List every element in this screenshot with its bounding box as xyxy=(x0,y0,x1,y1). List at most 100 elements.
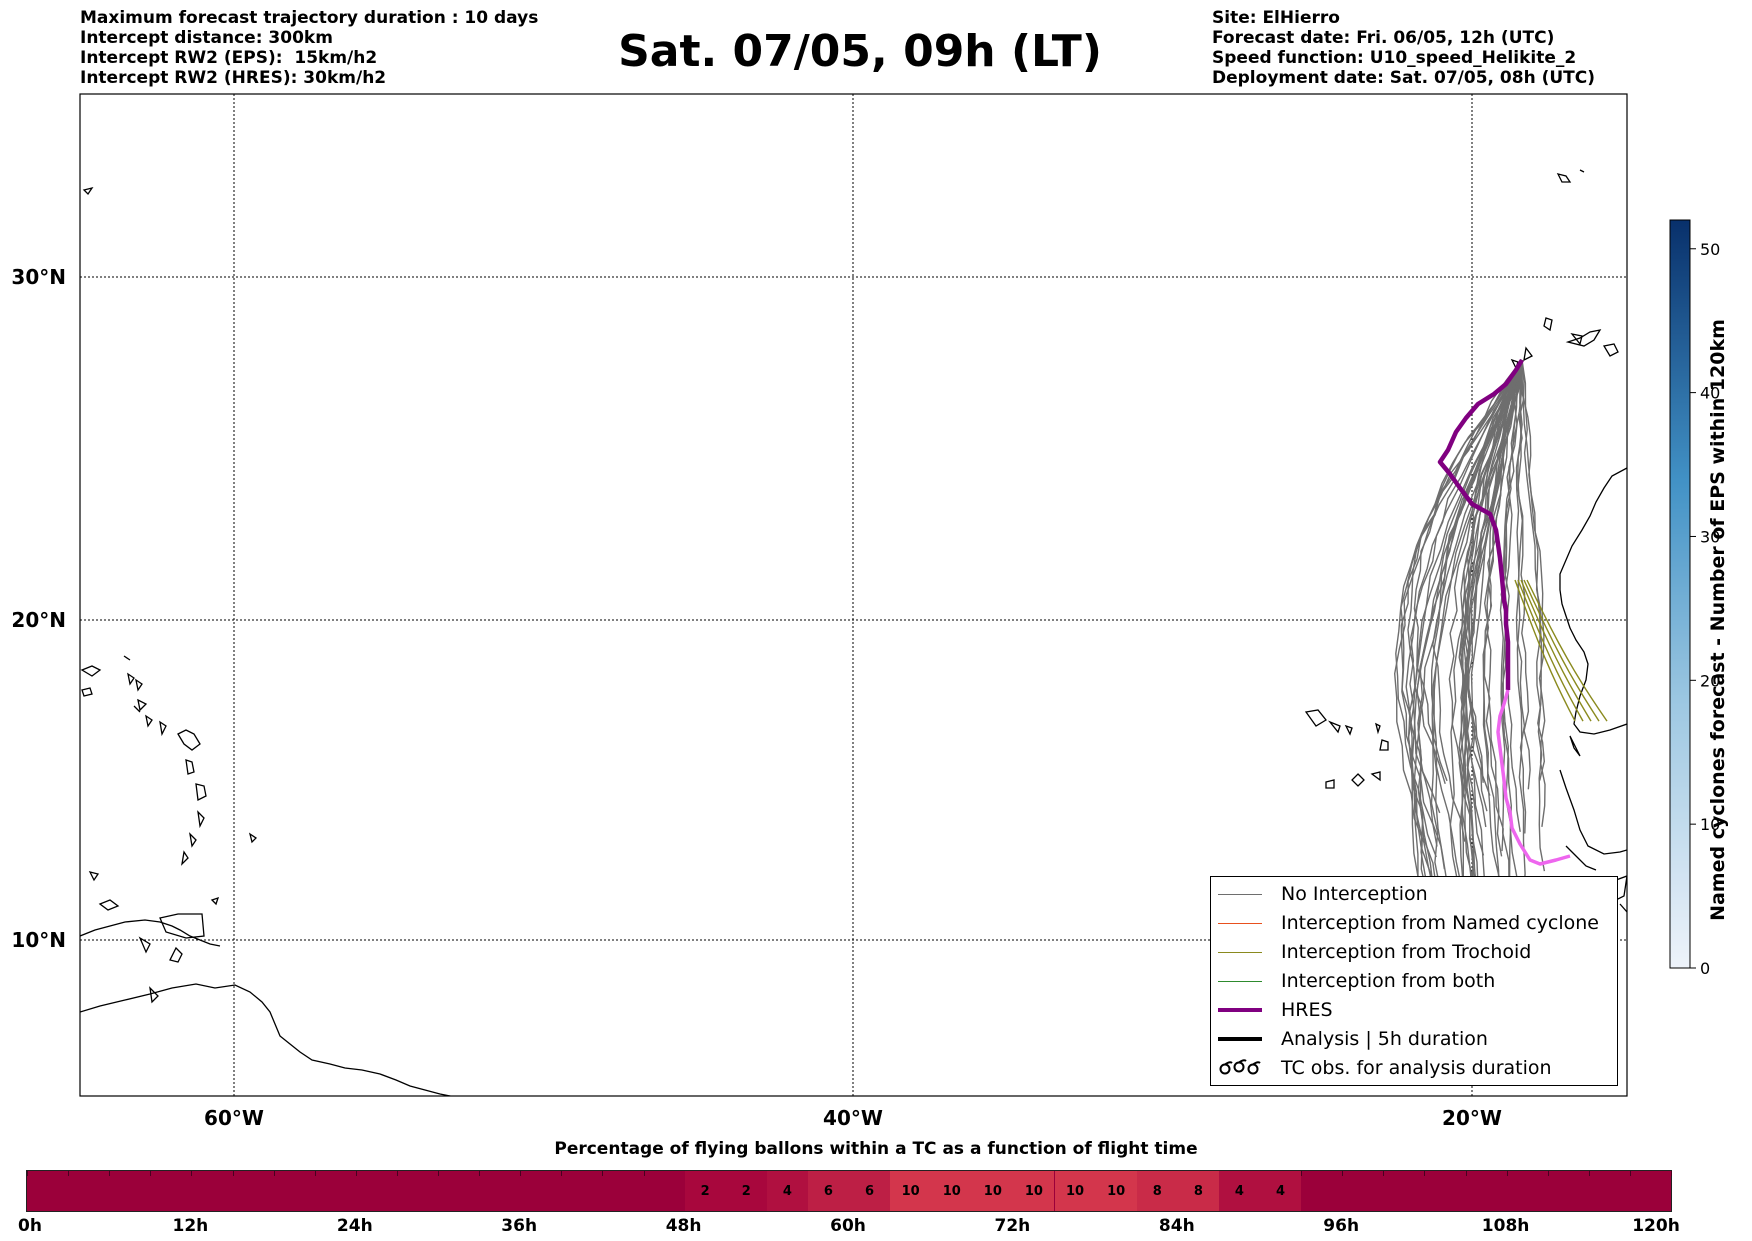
timeline-cell: 4 xyxy=(766,1171,808,1211)
eps-trajectory xyxy=(1521,360,1546,781)
forecast-parameters: Maximum forecast trajectory duration : 1… xyxy=(80,8,538,88)
colorbar-tick-label: 10 xyxy=(1700,815,1720,834)
timeline-cell: 10 xyxy=(1013,1171,1055,1211)
eps-trajectory xyxy=(1463,359,1523,812)
forecast-date: Forecast date: Fri. 06/05, 12h (UTC) xyxy=(1212,28,1555,48)
timeline-cell: 10 xyxy=(972,1171,1014,1211)
timeline-tick xyxy=(643,1171,645,1176)
lat-label-30: 30°N xyxy=(11,265,66,289)
timeline-hour-label: 0h xyxy=(18,1216,42,1236)
timeline-tick xyxy=(479,1171,481,1176)
timeline-tick xyxy=(396,1171,398,1176)
venezuela-coast xyxy=(80,919,221,947)
hres-trajectory-late xyxy=(1496,689,1571,866)
timeline-hour-label: 36h xyxy=(501,1216,538,1236)
legend-item-named-cyclone: Interception from Named cyclone xyxy=(1211,910,1599,936)
timeline-cell: 8 xyxy=(1177,1171,1219,1211)
legend-item-hres: HRES xyxy=(1211,997,1333,1023)
colorbar-label: Named cyclones forecast - Number of EPS … xyxy=(1707,319,1729,921)
eps-trajectory xyxy=(1517,359,1531,790)
eps-trajectory xyxy=(1485,359,1523,852)
timeline-tick xyxy=(1506,1171,1508,1176)
timeline-cell: 10 xyxy=(1095,1171,1137,1211)
legend-item-no-interception: No Interception xyxy=(1211,881,1428,907)
timeline-tick xyxy=(355,1171,357,1176)
colorbar-ticks: 0 10 20 30 40 50 xyxy=(1690,240,1720,978)
timeline-cell: 4 xyxy=(1218,1171,1260,1211)
colorbar-tick-label: 20 xyxy=(1700,671,1720,690)
legend-item-both: Interception from both xyxy=(1211,968,1495,994)
trochoid-trajectory xyxy=(1523,579,1600,722)
timeline-tick xyxy=(1629,1171,1631,1176)
eps-trajectory xyxy=(1502,359,1523,928)
timeline-cell: 10 xyxy=(931,1171,973,1211)
thin-green-line-icon xyxy=(1217,980,1263,982)
timeline-cell: 8 xyxy=(1136,1171,1178,1211)
timeline-tick xyxy=(561,1171,563,1176)
timeline-tick xyxy=(438,1171,439,1176)
timeline-hour-label: 60h xyxy=(830,1216,866,1236)
colorbar-tick-label: 30 xyxy=(1700,527,1720,546)
timeline-tick xyxy=(314,1171,316,1176)
legend-label: Interception from both xyxy=(1281,970,1496,992)
legend-label: No Interception xyxy=(1281,883,1428,905)
param-intercept-distance: Intercept distance: 300km xyxy=(80,28,333,48)
timeline-tick xyxy=(150,1171,152,1176)
timeline-hour-label: 108h xyxy=(1481,1216,1530,1236)
lat-label-10: 10°N xyxy=(11,928,66,952)
legend-item-analysis: Analysis | 5h duration xyxy=(1211,1026,1488,1052)
timeline-tick xyxy=(1424,1171,1426,1176)
legend-item-tc-obs: TC obs. for analysis duration xyxy=(1211,1055,1552,1081)
thin-gray-line-icon xyxy=(1217,893,1263,895)
timeline-hour-label: 96h xyxy=(1323,1216,1360,1236)
legend-item-trochoid: Interception from Trochoid xyxy=(1211,939,1531,965)
param-intercept-eps: Intercept RW2 (EPS): 15km/h2 xyxy=(80,48,378,68)
longitude-labels: 60°W 40°W 20°W xyxy=(204,1106,1502,1130)
coastlines xyxy=(80,169,1627,1096)
timeline-tick xyxy=(191,1171,193,1176)
lon-label-40: 40°W xyxy=(823,1106,883,1130)
timeline-hour-label: 84h xyxy=(1158,1216,1195,1236)
timeline-cell: 4 xyxy=(1260,1171,1302,1211)
eps-trajectory xyxy=(1448,359,1523,862)
timeline-tick xyxy=(1588,1171,1590,1176)
eps-trajectory xyxy=(1462,359,1523,783)
lon-label-20: 20°W xyxy=(1442,1106,1502,1130)
latitude-labels: 30°N 20°N 10°N xyxy=(11,265,66,952)
timeline-tick xyxy=(68,1171,70,1176)
timeline-cell: 10 xyxy=(1054,1171,1096,1211)
legend-label: Interception from Trochoid xyxy=(1281,941,1532,963)
trochoid-trajectory xyxy=(1517,579,1584,722)
eps-trajectory xyxy=(1499,359,1523,972)
legend-label: TC obs. for analysis duration xyxy=(1281,1057,1552,1079)
eps-trajectory xyxy=(1400,359,1523,814)
deployment-date: Deployment date: Sat. 07/05, 08h (UTC) xyxy=(1212,68,1596,88)
timeline-hour-label: 24h xyxy=(336,1216,373,1236)
timeline-tick xyxy=(109,1171,111,1176)
timeline-tick xyxy=(1301,1171,1303,1176)
trochoid-trajectory xyxy=(1520,579,1592,722)
trochoid-trajectory xyxy=(1526,579,1608,722)
timeline-cell: 6 xyxy=(807,1171,849,1211)
eps-trajectory xyxy=(1460,359,1523,913)
page-title: Sat. 07/05, 09h (LT) xyxy=(618,26,1102,77)
eps-trajectory xyxy=(1407,359,1523,785)
site-info: Site: ElHierro Forecast date: Fri. 06/05… xyxy=(1212,8,1595,88)
timeline-tick xyxy=(27,1171,28,1176)
eps-trajectory xyxy=(1409,359,1523,955)
timeline-cell: 2 xyxy=(725,1171,767,1211)
thick-purple-line-icon xyxy=(1217,1008,1263,1012)
timeline-hour-label: 120h xyxy=(1632,1216,1680,1236)
africa-coast xyxy=(1559,467,1627,735)
timeline-cell: 6 xyxy=(849,1171,891,1211)
map-legend: No Interception Interception from Named … xyxy=(1210,876,1618,1086)
trochoid-trajectory xyxy=(1514,579,1576,722)
param-intercept-hres: Intercept RW2 (HRES): 30km/h2 xyxy=(80,68,387,88)
tc-percentage-timeline: 2 2 4 6 6 10 10 10 10 10 10 8 8 4 4 xyxy=(26,1170,1672,1212)
timeline-hour-label: 72h xyxy=(994,1216,1031,1236)
legend-label: Interception from Named cyclone xyxy=(1281,912,1599,934)
legend-label: HRES xyxy=(1281,999,1333,1021)
timeline-tick xyxy=(273,1171,275,1176)
trochoid-interception-trajectories xyxy=(1514,579,1608,722)
timeline-hour-label: 48h xyxy=(665,1216,702,1236)
